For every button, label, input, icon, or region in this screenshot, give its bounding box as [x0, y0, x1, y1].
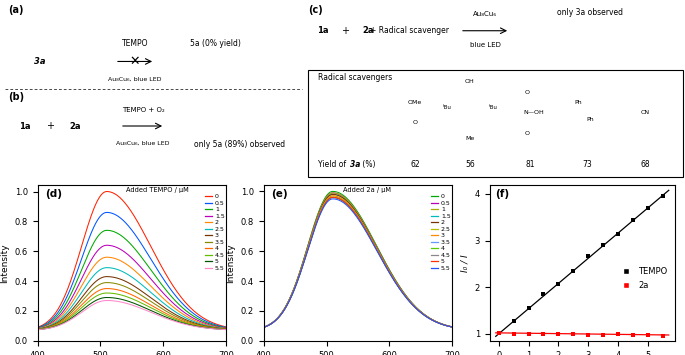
Text: only 5a (89%) observed: only 5a (89%) observed	[195, 140, 286, 149]
Text: (a): (a)	[8, 5, 23, 15]
Text: Ph: Ph	[586, 118, 594, 122]
Text: TEMPO + O₂: TEMPO + O₂	[122, 107, 164, 113]
Text: ✕: ✕	[129, 55, 140, 68]
Text: 73: 73	[582, 160, 592, 169]
Point	[553, 281, 564, 286]
Point	[538, 291, 549, 297]
Text: only 3a observed: only 3a observed	[557, 9, 623, 17]
Legend: 0, 0.5, 1, 1.5, 2, 2.5, 3, 3.5, 4, 4.5, 5, 5.5: 0, 0.5, 1, 1.5, 2, 2.5, 3, 3.5, 4, 4.5, …	[431, 194, 451, 271]
Text: 62: 62	[410, 160, 420, 169]
Text: TEMPO: TEMPO	[122, 39, 148, 48]
Text: 68: 68	[640, 160, 650, 169]
Text: Au₈Cu₆, blue LED: Au₈Cu₆, blue LED	[108, 77, 162, 82]
Text: 56: 56	[465, 160, 475, 169]
Text: (b): (b)	[8, 92, 24, 102]
Point	[597, 332, 608, 338]
Point	[597, 242, 608, 248]
Text: Yield of: Yield of	[318, 160, 349, 169]
Text: Ph: Ph	[574, 100, 582, 105]
Text: 2a: 2a	[69, 121, 81, 131]
Text: Me: Me	[465, 136, 475, 141]
Text: OH: OH	[465, 80, 475, 84]
Legend: TEMPO, 2a: TEMPO, 2a	[614, 264, 671, 293]
Text: 1a: 1a	[19, 121, 31, 131]
Point	[583, 332, 594, 337]
Point	[493, 331, 504, 336]
Point	[568, 331, 579, 337]
Text: 81: 81	[525, 160, 535, 169]
Point	[627, 332, 638, 338]
Text: O: O	[525, 131, 530, 136]
Point	[612, 331, 623, 337]
Point	[612, 231, 623, 236]
Text: (d): (d)	[45, 189, 62, 199]
Y-axis label: Intensity: Intensity	[0, 243, 9, 283]
Point	[538, 331, 549, 337]
Point	[627, 217, 638, 223]
Text: + Radical scavenger: + Radical scavenger	[371, 26, 449, 35]
Text: ᵗBu: ᵗBu	[443, 105, 451, 110]
Text: N—OH: N—OH	[523, 110, 545, 115]
Text: (f): (f)	[495, 189, 510, 199]
Text: Added TEMPO / μM: Added TEMPO / μM	[126, 187, 189, 193]
Point	[643, 332, 653, 338]
Text: Added 2a / μM: Added 2a / μM	[343, 187, 391, 193]
Text: 1a: 1a	[317, 26, 329, 35]
Text: (%): (%)	[360, 160, 375, 169]
Legend: 0, 0.5, 1, 1.5, 2, 2.5, 3, 3.5, 4, 4.5, 5, 5.5: 0, 0.5, 1, 1.5, 2, 2.5, 3, 3.5, 4, 4.5, …	[205, 194, 225, 271]
Text: +: +	[341, 26, 349, 36]
Text: ᵗBu: ᵗBu	[488, 105, 497, 110]
Text: Au₈Cu₆: Au₈Cu₆	[473, 11, 497, 17]
Text: 3a: 3a	[350, 160, 360, 169]
Point	[508, 331, 519, 337]
Text: Radical scavengers: Radical scavengers	[318, 73, 393, 82]
Point	[658, 193, 669, 199]
Text: (e): (e)	[271, 189, 288, 199]
Point	[643, 206, 653, 211]
Point	[553, 331, 564, 337]
Point	[523, 305, 534, 311]
Point	[568, 268, 579, 274]
Text: +: +	[46, 121, 54, 131]
Bar	[308, 70, 683, 177]
Text: CN: CN	[640, 110, 649, 115]
Text: 3a: 3a	[34, 57, 46, 66]
Point	[523, 331, 534, 337]
Point	[508, 318, 519, 324]
Y-axis label: Intensity: Intensity	[226, 243, 235, 283]
Text: blue LED: blue LED	[469, 42, 501, 48]
Text: O: O	[412, 120, 417, 125]
Point	[583, 253, 594, 259]
Text: Au₈Cu₆, blue LED: Au₈Cu₆, blue LED	[116, 140, 170, 145]
Text: (c): (c)	[308, 5, 323, 15]
Text: OMe: OMe	[408, 100, 422, 105]
Point	[658, 333, 669, 339]
Text: 5a (0% yield): 5a (0% yield)	[190, 39, 240, 48]
Text: 2a: 2a	[362, 26, 374, 35]
Point	[493, 330, 504, 335]
Y-axis label: I₀ / I: I₀ / I	[460, 254, 469, 272]
Text: O: O	[525, 90, 530, 95]
